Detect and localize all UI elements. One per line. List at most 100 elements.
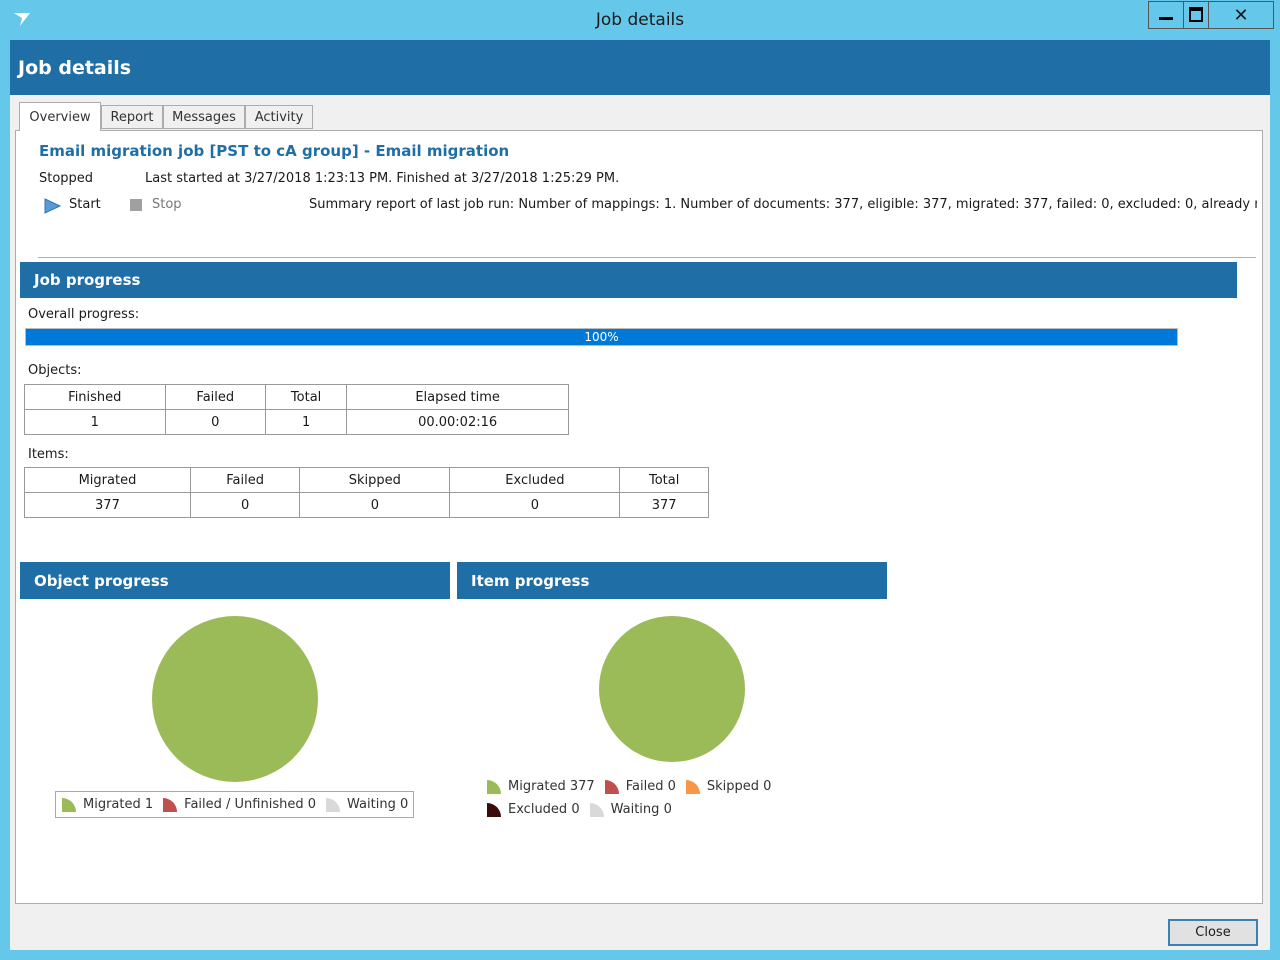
header: Job details [10,40,1270,95]
legend-label: Failed / Unfinished [184,797,304,812]
legend-icon [487,803,501,817]
legend-value: 0 [571,802,580,817]
legend-swatch [62,798,76,812]
legend-swatch [326,798,341,812]
data-cell: 0 [189,492,301,518]
legend-label: Migrated [83,797,141,812]
job-title: Email migration job [PST to cA group] - … [39,142,510,160]
progress-track: 100% [25,328,1178,346]
legend-icon [487,780,501,794]
legend-icon [163,798,178,812]
legend-value: 0 [667,779,676,794]
separator [38,257,1256,258]
legend-swatch [487,780,501,794]
data-cell: 377 [619,492,709,518]
pie-slice [599,616,745,762]
summary: Summary report of last job run: Number o… [309,197,1257,212]
legend-item: Waiting 0 [325,796,408,813]
close-button[interactable]: Close [1168,919,1258,946]
objects-label: Objects: [28,363,82,378]
header-cell: Finished [24,384,166,410]
header-cell: Skipped [299,467,451,493]
header-cell: Failed [164,384,266,410]
tab-activity[interactable]: Activity [245,105,313,129]
legend-item: Failed / Unfinished 0 [162,796,316,813]
legend-icon [62,798,76,812]
legend-item: Failed 0 [604,775,676,798]
legend-label: Failed [625,779,664,794]
legend-value: 0 [663,802,672,817]
legend-label: Migrated [508,779,566,794]
legend-value: 377 [569,779,595,794]
legend-swatch [604,780,619,794]
progress-fill [26,329,1177,345]
header-cell: Migrated [24,467,191,493]
header-row: Migrated Failed Skipped Excluded Total [24,467,709,493]
data-cell: 1 [24,409,166,435]
data-row: 377 0 0 0 377 [24,492,709,518]
window-title: Job details [595,10,685,30]
job-progress-header: Job progress [20,262,1237,298]
tab-report[interactable]: Report [101,105,163,129]
data-row: 1 0 1 00.00:02:16 [24,409,569,435]
header-row: Finished Failed Total Elapsed time [24,384,569,410]
legend-value: 0 [763,779,772,794]
legend-icon [589,803,604,817]
start-icon [44,198,62,214]
job-status: Stopped [39,171,94,186]
legend-item: Migrated 377 [486,775,595,798]
stop-icon [130,199,142,211]
item-pie [599,616,745,762]
stop-button[interactable]: Stop [152,197,182,212]
items-label: Items: [28,447,69,462]
data-cell: 1 [264,409,348,435]
header-cell: Total [619,467,709,493]
data-cell: 0 [449,492,621,518]
data-cell: 00.00:02:16 [346,409,569,435]
header-cell: Total [264,384,348,410]
legend-icon [604,780,619,794]
legend-label: Waiting [347,797,396,812]
object-progress-header: Object progress [20,562,450,599]
legend-swatch [685,780,700,794]
items-table: Migrated Failed Skipped Excluded Total 377 0 0 0… [24,467,709,518]
close-x-button[interactable]: ✕ [1233,4,1249,26]
last-run: Last started at 3/27/2018 1:23:13 PM. Fi… [145,171,620,186]
window-controls: ✕ [1148,1,1274,29]
pie-slice [152,616,318,782]
app-icon [14,13,30,26]
object-pie [152,616,318,782]
legend-label: Waiting [610,802,660,817]
header-cell: Elapsed time [346,384,569,410]
legend-swatch [487,803,501,817]
overall-label: Overall progress: [28,307,140,322]
legend-value: 0 [307,797,317,812]
tab-overview[interactable]: Overview [19,102,101,131]
legend-value: 0 [399,797,409,812]
legend-swatch [163,798,178,812]
object-legend: Migrated 1 Failed / Unfinished 0 Waiting 0 [55,791,414,818]
objects-table: Finished Failed Total Elapsed time 1 0 1 00.00:… [24,384,569,435]
minimize-button[interactable] [1149,2,1184,28]
legend-swatch [589,803,604,817]
legend-item: Skipped 0 [685,775,772,798]
legend-icon [326,798,341,812]
data-cell: 0 [299,492,451,518]
legend-item: Waiting 0 [589,798,672,821]
legend-item: Excluded 0 [486,798,580,821]
data-cell: 0 [164,409,266,435]
tab-messages[interactable]: Messages [163,105,245,129]
maximize-button[interactable] [1184,2,1209,28]
header-cell: Excluded [449,467,621,493]
legend-item: Migrated 1 [61,796,153,813]
legend-label: Skipped [706,779,760,794]
progress-label: 100% [584,330,619,344]
title-bar [0,0,1280,40]
legend-label: Excluded [508,802,568,817]
header-cell: Failed [189,467,301,493]
item-progress-header: Item progress [457,562,887,599]
legend-icon [685,780,700,794]
start-button[interactable]: Start [69,197,101,212]
